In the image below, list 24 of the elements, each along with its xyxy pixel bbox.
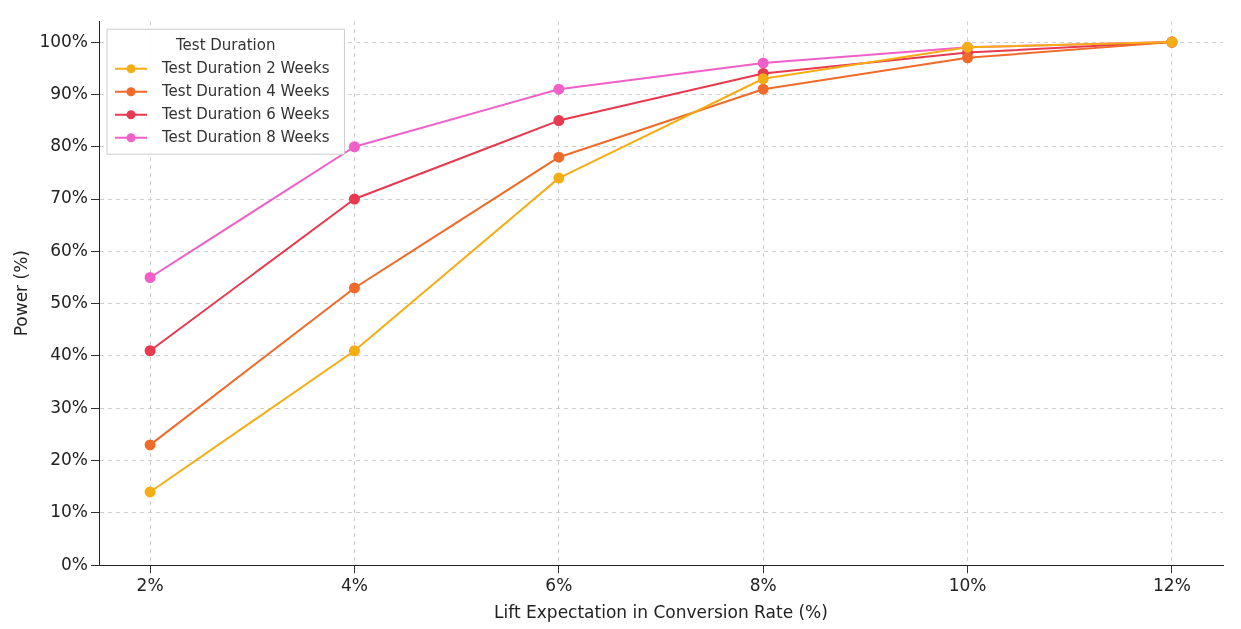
y-tick-label: 60% (50, 239, 88, 260)
legend-label: Test Duration 6 Weeks (161, 104, 330, 123)
y-tick-label: 10% (50, 501, 88, 522)
y-tick-label: 0% (61, 553, 88, 574)
x-tick-label: 12% (1153, 574, 1191, 595)
y-tick-label: 50% (50, 292, 88, 313)
y-tick-label: 90% (50, 82, 88, 103)
x-tick-label: 8% (749, 574, 777, 595)
y-tick-label: 20% (50, 449, 88, 470)
legend-label: Test Duration 4 Weeks (161, 81, 330, 100)
x-tick-label: 2% (136, 574, 164, 595)
legend-label: Test Duration 2 Weeks (161, 58, 330, 77)
legend-title: Test Duration (174, 35, 276, 54)
y-tick-label: 40% (50, 344, 88, 365)
legend-label: Test Duration 8 Weeks (161, 127, 330, 146)
x-tick-label: 10% (948, 574, 987, 595)
y-tick-label: 80% (50, 135, 88, 156)
y-tick-label: 70% (50, 187, 88, 208)
x-tick-label: 4% (340, 574, 368, 595)
y-axis-title: Power (%) (10, 250, 31, 337)
y-tick-label: 100% (39, 30, 88, 51)
x-tick-label: 6% (545, 574, 573, 595)
x-axis-title: Lift Expectation in Conversion Rate (%) (494, 602, 828, 623)
y-tick-label: 30% (50, 396, 88, 417)
